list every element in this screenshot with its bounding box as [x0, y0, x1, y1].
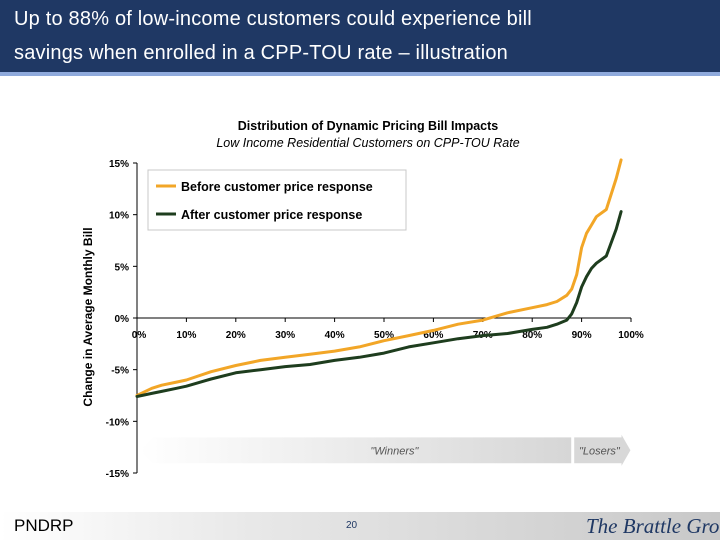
footer-bar: PNDRP 20 The Brattle Group: [0, 512, 720, 540]
series-line-before: [135, 158, 623, 397]
x-tick-label: 60%: [423, 330, 443, 341]
y-tick-label: 15%: [109, 159, 129, 170]
y-tick-label: 10%: [109, 211, 129, 222]
x-tick-label: 100%: [618, 330, 644, 341]
legend-label: After customer price response: [181, 208, 362, 222]
slide-title-line-1: Up to 88% of low-income customers could …: [14, 8, 532, 30]
y-tick-label: -15%: [106, 469, 129, 480]
x-tick-label: 80%: [522, 330, 542, 341]
winners-arrow: [138, 436, 573, 465]
annotations-layer: "Winners" "Losers": [138, 430, 632, 470]
legend-layer: Before customer price response After cust…: [147, 169, 407, 231]
axes-layer: 15% 10% 5% 0% -5% -10% -15% 0% 10% 20% 30% 40% 50% 60…: [106, 159, 644, 480]
brand-logo: The Brattle Group: [586, 514, 720, 538]
page-number: 20: [346, 520, 358, 531]
legend-label: Before customer price response: [181, 180, 373, 194]
x-tick-label: 20%: [226, 330, 246, 341]
series-line-after: [135, 210, 623, 398]
y-axis-label: Change in Average Monthly Bill: [81, 227, 95, 406]
x-tick-label: 90%: [572, 330, 592, 341]
series-layer: [135, 158, 623, 398]
y-tick-label: -5%: [111, 366, 129, 377]
chart-subtitle: Low Income Residential Customers on CPP-…: [216, 136, 519, 150]
y-tick-label: -10%: [106, 417, 129, 428]
bill-impact-chart: "Winners" "Losers" 15% 10% 5% 0% -5% -10% -15% 0…: [81, 119, 644, 480]
x-tick-label: 30%: [275, 330, 295, 341]
legend-box: [147, 169, 407, 231]
y-tick-label: 5%: [115, 262, 130, 273]
losers-arrow: [573, 430, 632, 470]
losers-label: "Losers": [579, 445, 621, 457]
footer-label: PNDRP: [14, 516, 74, 535]
slide-title-line-2: savings when enrolled in a CPP-TOU rate …: [14, 42, 508, 64]
chart-title: Distribution of Dynamic Pricing Bill Imp…: [238, 119, 499, 133]
x-tick-label: 40%: [325, 330, 345, 341]
x-tick-label: 10%: [176, 330, 196, 341]
text-layer: Distribution of Dynamic Pricing Bill Imp…: [81, 119, 520, 407]
y-tick-label: 0%: [115, 314, 130, 325]
x-tick-label: 50%: [374, 330, 394, 341]
winners-label: "Winners": [370, 445, 419, 457]
x-tick-label: 0%: [132, 330, 147, 341]
title-bar: Up to 88% of low-income customers could …: [0, 0, 720, 76]
